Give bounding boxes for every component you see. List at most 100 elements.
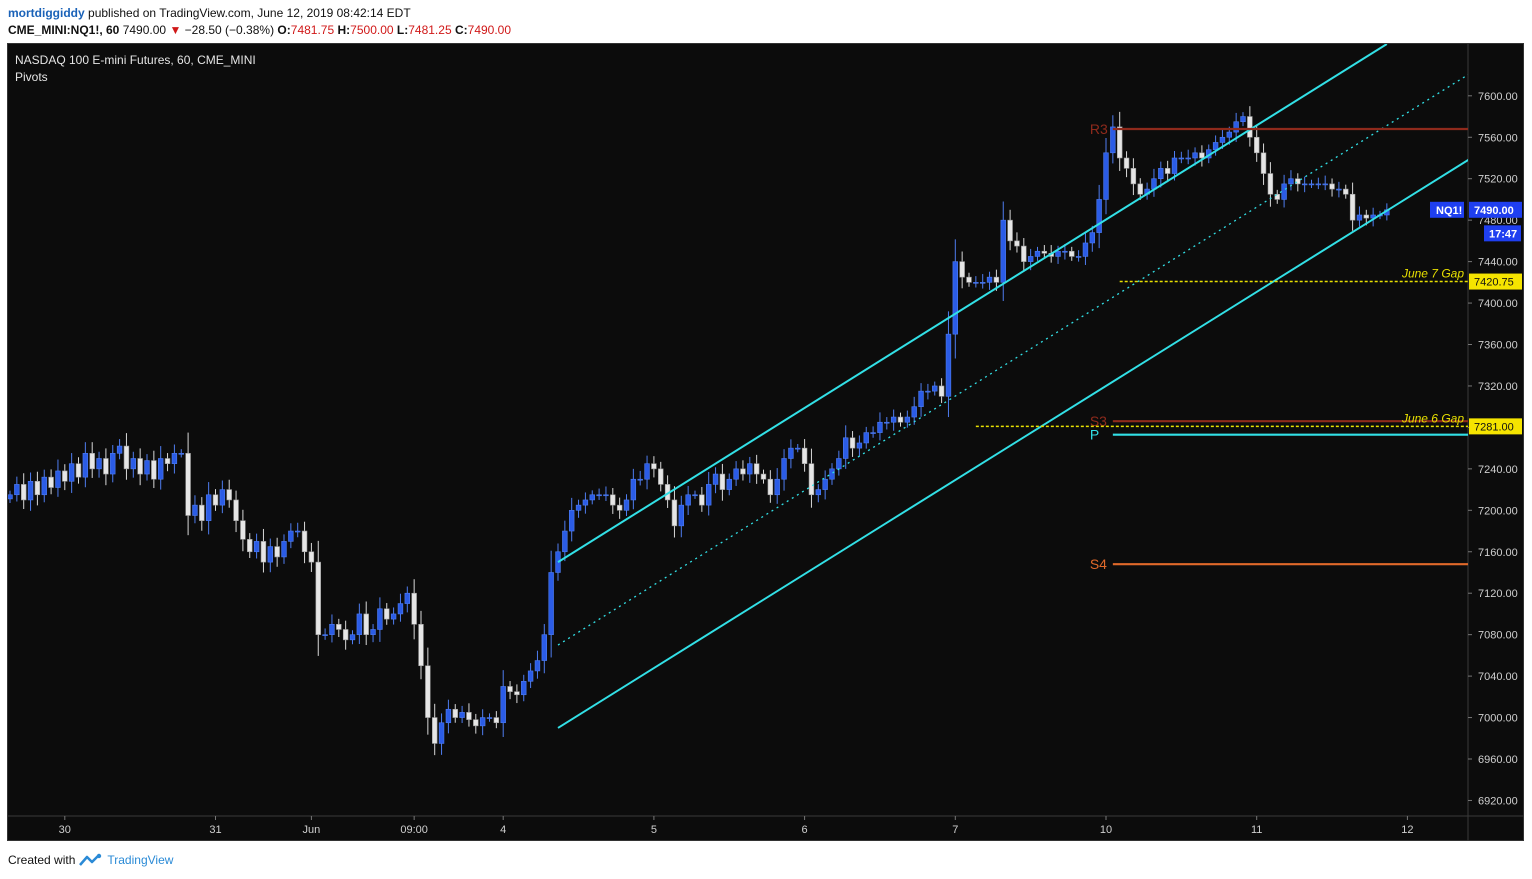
gap-price-label: 7281.00 [1474, 421, 1514, 433]
channel-upper-line [557, 44, 1388, 563]
channel-lower-line [557, 158, 1468, 729]
candle-body [397, 603, 404, 615]
candle-body [34, 480, 41, 496]
candle-body [637, 478, 643, 481]
candle-body [890, 416, 897, 423]
candle-body [274, 546, 280, 558]
candle-body [842, 437, 849, 459]
high-value: 7500.00 [350, 23, 394, 37]
candle-body [644, 463, 650, 480]
candle-body [1254, 136, 1260, 154]
candle-body [48, 476, 54, 488]
low-value: 7481.25 [408, 23, 452, 37]
candle-body [740, 468, 746, 475]
y-tick-label: 7240.00 [1478, 464, 1518, 476]
candle-body [979, 282, 986, 284]
countdown-label: 17:47 [1489, 228, 1517, 240]
candle-body [199, 504, 205, 521]
pivot-label-s3: S3 [1090, 413, 1107, 429]
candle-body [952, 261, 959, 335]
candle-body [1295, 178, 1301, 185]
down-arrow-icon: ▼ [169, 23, 182, 37]
candle-body [795, 447, 801, 450]
candle-body [479, 717, 486, 727]
candle-body [986, 276, 993, 283]
symbol-tag [1430, 201, 1464, 218]
candle-body [603, 494, 609, 497]
symbol-interval: CME_MINI:NQ1!, 60 [8, 23, 120, 37]
candle-body [596, 494, 602, 497]
candle-body [1178, 157, 1185, 160]
candle-body [370, 629, 376, 635]
candle-body [568, 510, 575, 532]
candle-body [582, 499, 589, 506]
last-price-tag [1469, 201, 1522, 218]
candle-body [973, 282, 979, 284]
candle-body [863, 432, 869, 444]
candle-body [281, 541, 287, 558]
x-tick-label: 30 [59, 824, 71, 836]
candle-body [390, 613, 397, 620]
candle-body [377, 608, 383, 630]
open-label: O: [277, 23, 291, 37]
candle-body [1069, 250, 1075, 257]
candle-body [445, 708, 452, 724]
candle-body [699, 494, 705, 506]
candle-body [630, 478, 637, 501]
candle-body [294, 530, 301, 533]
candle-body [610, 494, 616, 506]
candle-body [1137, 183, 1143, 195]
candle-body [68, 463, 75, 482]
candle-body [1041, 250, 1048, 254]
candle-body [425, 665, 431, 718]
candle-body [589, 494, 595, 501]
candle-body [1260, 152, 1267, 174]
candle-body [8, 494, 13, 500]
candle-body [623, 499, 630, 511]
candle-body [404, 592, 410, 604]
candle-body [1096, 199, 1102, 233]
published-line: mortdiggiddy published on TradingView.co… [8, 4, 411, 22]
candle-body [767, 478, 774, 496]
candle-body [575, 504, 582, 511]
y-tick-label: 7320.00 [1478, 381, 1518, 393]
candle-body [336, 623, 342, 630]
candle-body [774, 478, 780, 496]
candle-body [856, 442, 863, 449]
candle-body [288, 530, 294, 542]
candle-body [705, 484, 712, 506]
open-value: 7481.75 [290, 23, 335, 37]
x-tick-label: 4 [500, 824, 506, 836]
tradingview-brand[interactable]: TradingView [107, 853, 174, 867]
y-tick-label: 7040.00 [1478, 671, 1518, 683]
pivot-label-r3: R3 [1090, 121, 1108, 137]
pivot-label-p: P [1090, 427, 1099, 443]
author-username[interactable]: mortdiggiddy [8, 6, 85, 20]
y-tick-label: 7160.00 [1478, 547, 1518, 559]
candle-body [1349, 193, 1356, 221]
candle-body [1363, 214, 1370, 219]
y-tick-label: 7520.00 [1478, 174, 1518, 186]
candle-body [534, 660, 541, 672]
candle-body [753, 463, 760, 475]
candle-body [514, 691, 520, 696]
candle-body [541, 634, 548, 661]
candle-body [1185, 157, 1191, 160]
channel-median-line [557, 73, 1468, 646]
candle-body [884, 421, 890, 424]
candle-body [1062, 250, 1068, 253]
gap-price-tag [1469, 418, 1522, 435]
candle-body [342, 629, 349, 641]
candle-body [781, 458, 787, 480]
candle-body [500, 686, 506, 724]
candle-body [1288, 178, 1294, 185]
candle-body [418, 623, 424, 667]
candle-body [1212, 142, 1219, 150]
candle-body [726, 478, 732, 490]
candle-body [1343, 188, 1349, 195]
candle-body [171, 453, 178, 464]
y-tick-label: 7120.00 [1478, 588, 1518, 600]
candle-body [712, 473, 719, 485]
candle-body [260, 541, 267, 563]
